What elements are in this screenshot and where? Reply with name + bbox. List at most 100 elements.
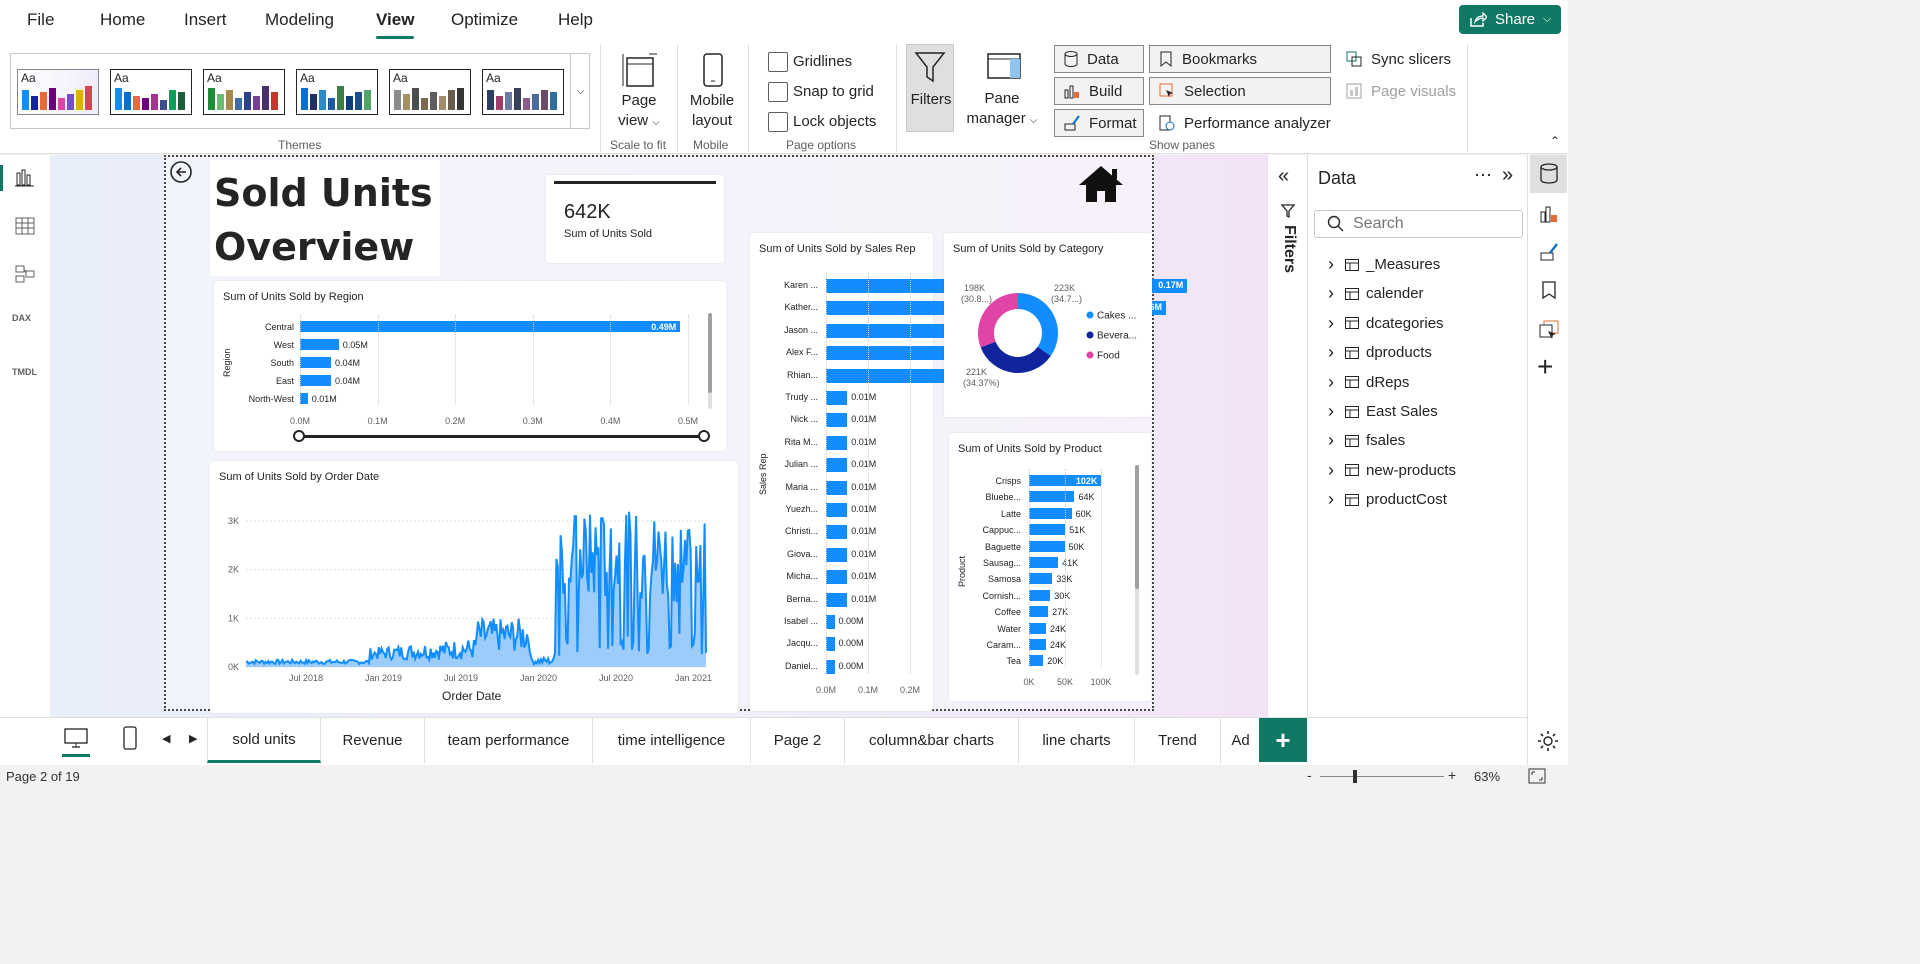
report-view-icon[interactable] — [14, 167, 36, 189]
bar[interactable] — [826, 413, 848, 428]
kpi-card[interactable]: 642K Sum of Units Sold — [546, 175, 724, 263]
bar[interactable] — [826, 435, 848, 450]
page-tab[interactable]: team performance — [425, 718, 593, 763]
collapse-ribbon-icon[interactable]: ⌃ — [1550, 134, 1561, 148]
bookmark-icon[interactable] — [1538, 279, 1560, 301]
bar[interactable] — [300, 357, 332, 368]
slider-track[interactable] — [298, 435, 704, 438]
bar[interactable] — [826, 592, 848, 607]
tabs-scroll-left-icon[interactable]: ◀ — [162, 733, 171, 745]
bar[interactable] — [1029, 491, 1075, 503]
bar[interactable] — [1029, 606, 1049, 618]
model-view-icon[interactable] — [14, 263, 36, 285]
menu-help[interactable]: Help — [558, 10, 593, 29]
data-table-item[interactable]: › productCost — [1328, 489, 1447, 510]
selection-pane-button[interactable]: Selection — [1149, 77, 1331, 105]
bar[interactable] — [826, 368, 954, 383]
menu-modeling[interactable]: Modeling — [265, 10, 334, 29]
data-table-item[interactable]: › dproducts — [1328, 342, 1432, 363]
data-table-item[interactable]: › new-products — [1328, 460, 1456, 481]
bar[interactable] — [826, 570, 848, 585]
bar[interactable] — [300, 375, 332, 386]
theme-option-6[interactable]: Aa — [482, 69, 564, 115]
data-table-item[interactable]: › fsales — [1328, 430, 1405, 451]
bar[interactable] — [300, 321, 681, 332]
region-bar-chart[interactable]: Sum of Units Sold by Region Region Centr… — [214, 281, 726, 451]
theme-option-3[interactable]: Aa — [203, 69, 285, 115]
tabs-scroll-right-icon[interactable]: ▶ — [189, 733, 198, 745]
add-page-button[interactable]: + — [1259, 718, 1307, 762]
tmdl-view-icon[interactable]: TMDL — [12, 367, 37, 377]
bar[interactable] — [300, 339, 339, 350]
menu-view[interactable]: View — [376, 10, 415, 39]
themes-expand-icon[interactable]: ⌵ — [570, 54, 590, 128]
theme-option-1[interactable]: Aa — [17, 69, 99, 115]
zoom-slider-track[interactable] — [1320, 776, 1444, 777]
build-visual-icon[interactable] — [1538, 203, 1560, 225]
pane-manager-button[interactable]: Pane manager ⌵ — [964, 48, 1040, 136]
mobile-phone-icon[interactable] — [120, 725, 140, 751]
back-arrow-icon[interactable] — [168, 159, 194, 185]
bar[interactable] — [826, 659, 835, 674]
order-date-area-chart[interactable]: Sum of Units Sold by Order Date Order Da… — [210, 461, 738, 713]
bar[interactable] — [1029, 655, 1044, 667]
expand-filters-icon[interactable]: « — [1278, 165, 1290, 187]
zoom-in-icon[interactable]: + — [1448, 767, 1457, 783]
bar[interactable] — [826, 637, 835, 652]
scrollbar-track[interactable] — [1135, 465, 1139, 675]
category-donut-chart[interactable]: Sum of Units Sold by Category 223K (34.7.… — [944, 233, 1152, 417]
bar[interactable] — [826, 547, 848, 562]
data-table-item[interactable]: › dReps — [1328, 372, 1409, 393]
scrollbar-thumb[interactable] — [708, 313, 712, 393]
dax-query-view-icon[interactable]: DAX — [12, 313, 32, 323]
build-pane-button[interactable]: Build — [1054, 77, 1144, 105]
menu-home[interactable]: Home — [100, 10, 146, 29]
mobile-layout-button[interactable]: Mobile layout — [686, 48, 738, 138]
desktop-layout-icon[interactable] — [62, 726, 90, 750]
page-tab[interactable]: Trend — [1135, 718, 1221, 763]
page-tab[interactable]: Ad — [1221, 718, 1261, 763]
product-bar-chart[interactable]: Sum of Units Sold by Product Product Cri… — [949, 433, 1151, 701]
add-pane-icon[interactable]: + — [1537, 351, 1554, 382]
filters-pane-collapsed[interactable]: « Filters — [1267, 155, 1307, 717]
slider-handle-end[interactable] — [698, 430, 710, 442]
menu-file[interactable]: File — [27, 10, 55, 29]
page-tab[interactable]: time intelligence — [593, 718, 751, 763]
bar[interactable] — [826, 391, 848, 405]
filters-pane-toggle[interactable]: Filters — [906, 44, 954, 132]
page-view-button[interactable]: Page view ⌵ — [615, 48, 663, 138]
theme-option-2[interactable]: Aa — [110, 69, 192, 115]
bar[interactable] — [1029, 507, 1072, 519]
theme-option-4[interactable]: Aa — [296, 69, 378, 115]
zoom-out-icon[interactable]: - — [1307, 767, 1312, 783]
bar[interactable] — [1029, 573, 1053, 585]
gridlines-checkbox[interactable] — [768, 52, 788, 72]
data-table-item[interactable]: › dcategories — [1328, 313, 1444, 334]
collapse-pane-icon[interactable]: » — [1502, 164, 1514, 186]
bar[interactable] — [826, 458, 848, 473]
page-visuals-button[interactable]: Page visuals — [1345, 82, 1456, 100]
bar[interactable] — [1029, 589, 1051, 601]
lock-objects-checkbox[interactable] — [768, 112, 788, 132]
data-table-item[interactable]: › calender — [1328, 283, 1424, 304]
zoom-slider-thumb[interactable] — [1353, 770, 1357, 783]
data-pane-button[interactable]: Data — [1054, 45, 1144, 73]
search-input[interactable] — [1353, 214, 1513, 234]
bar[interactable] — [1029, 639, 1047, 650]
selection-icon[interactable] — [1538, 319, 1560, 341]
performance-analyzer-button[interactable]: Performance analyzer — [1158, 114, 1331, 132]
gear-icon[interactable] — [1536, 729, 1560, 753]
scrollbar-track[interactable] — [708, 313, 712, 409]
bar[interactable] — [300, 393, 308, 404]
bar[interactable] — [1029, 540, 1065, 552]
bookmarks-pane-button[interactable]: Bookmarks — [1149, 45, 1331, 73]
share-button[interactable]: Share ⌵ — [1459, 5, 1561, 34]
theme-option-5[interactable]: Aa — [389, 69, 471, 115]
home-icon[interactable] — [1076, 163, 1126, 205]
page-tab[interactable]: line charts — [1019, 718, 1135, 763]
table-view-icon[interactable] — [14, 215, 36, 237]
page-tab[interactable]: column&bar charts — [845, 718, 1019, 763]
slider-handle-start[interactable] — [293, 430, 305, 442]
bar[interactable] — [826, 480, 848, 495]
fit-to-page-icon[interactable] — [1528, 768, 1546, 784]
